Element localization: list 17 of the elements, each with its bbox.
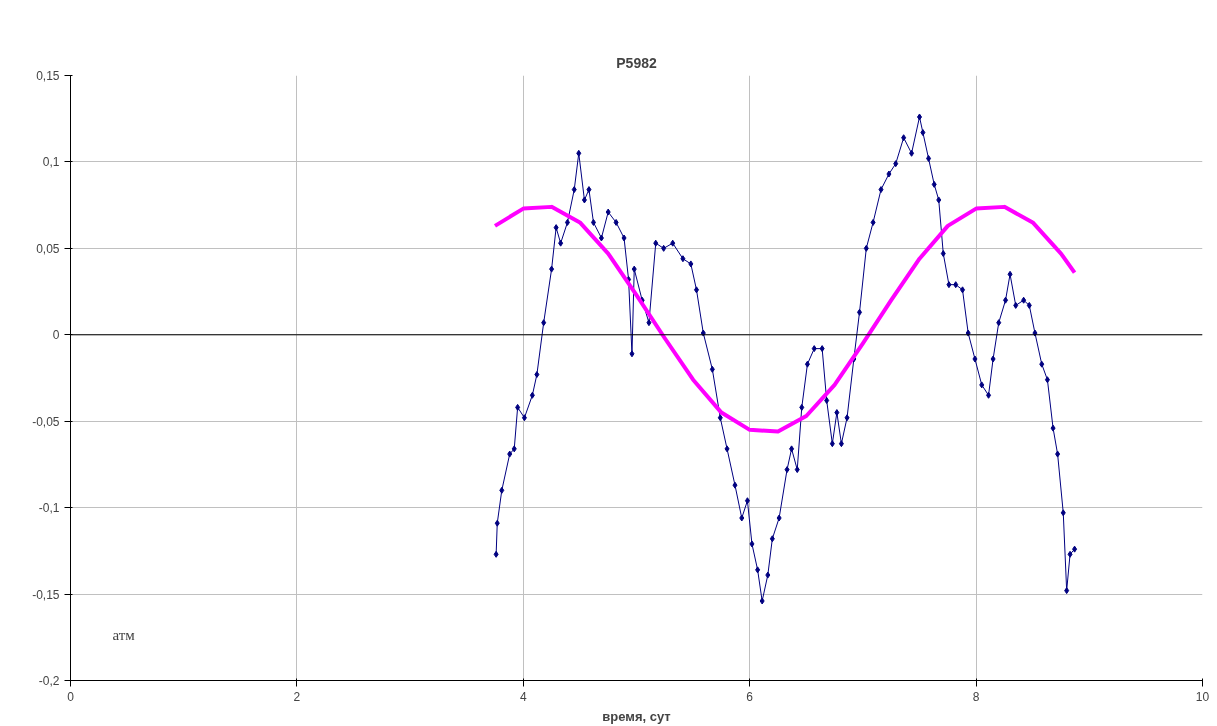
y-axis-title: атм [112, 626, 136, 643]
x-tick-label: 0 [67, 689, 75, 704]
y-tick-label: 0,15 [36, 69, 60, 83]
y-tick-label: 0 [52, 328, 60, 343]
x-tick-label: 2 [293, 689, 301, 704]
y-tick-label: 0,05 [36, 241, 60, 256]
chart-title: P5982 [616, 54, 657, 71]
x-tick-label: 8 [972, 689, 980, 704]
x-tick-label: 6 [746, 689, 754, 704]
x-tick-label: 4 [519, 689, 527, 704]
y-tick-label: -0,1 [38, 501, 60, 516]
y-tick-label: -0,15 [32, 587, 60, 602]
x-tick-label: 10 [1195, 689, 1210, 704]
y-tick-label: -0,05 [32, 414, 60, 429]
y-tick-label: 0,1 [42, 155, 60, 170]
y-tick-label: -0,2 [38, 674, 60, 688]
x-axis-title: время, сут [602, 708, 671, 724]
